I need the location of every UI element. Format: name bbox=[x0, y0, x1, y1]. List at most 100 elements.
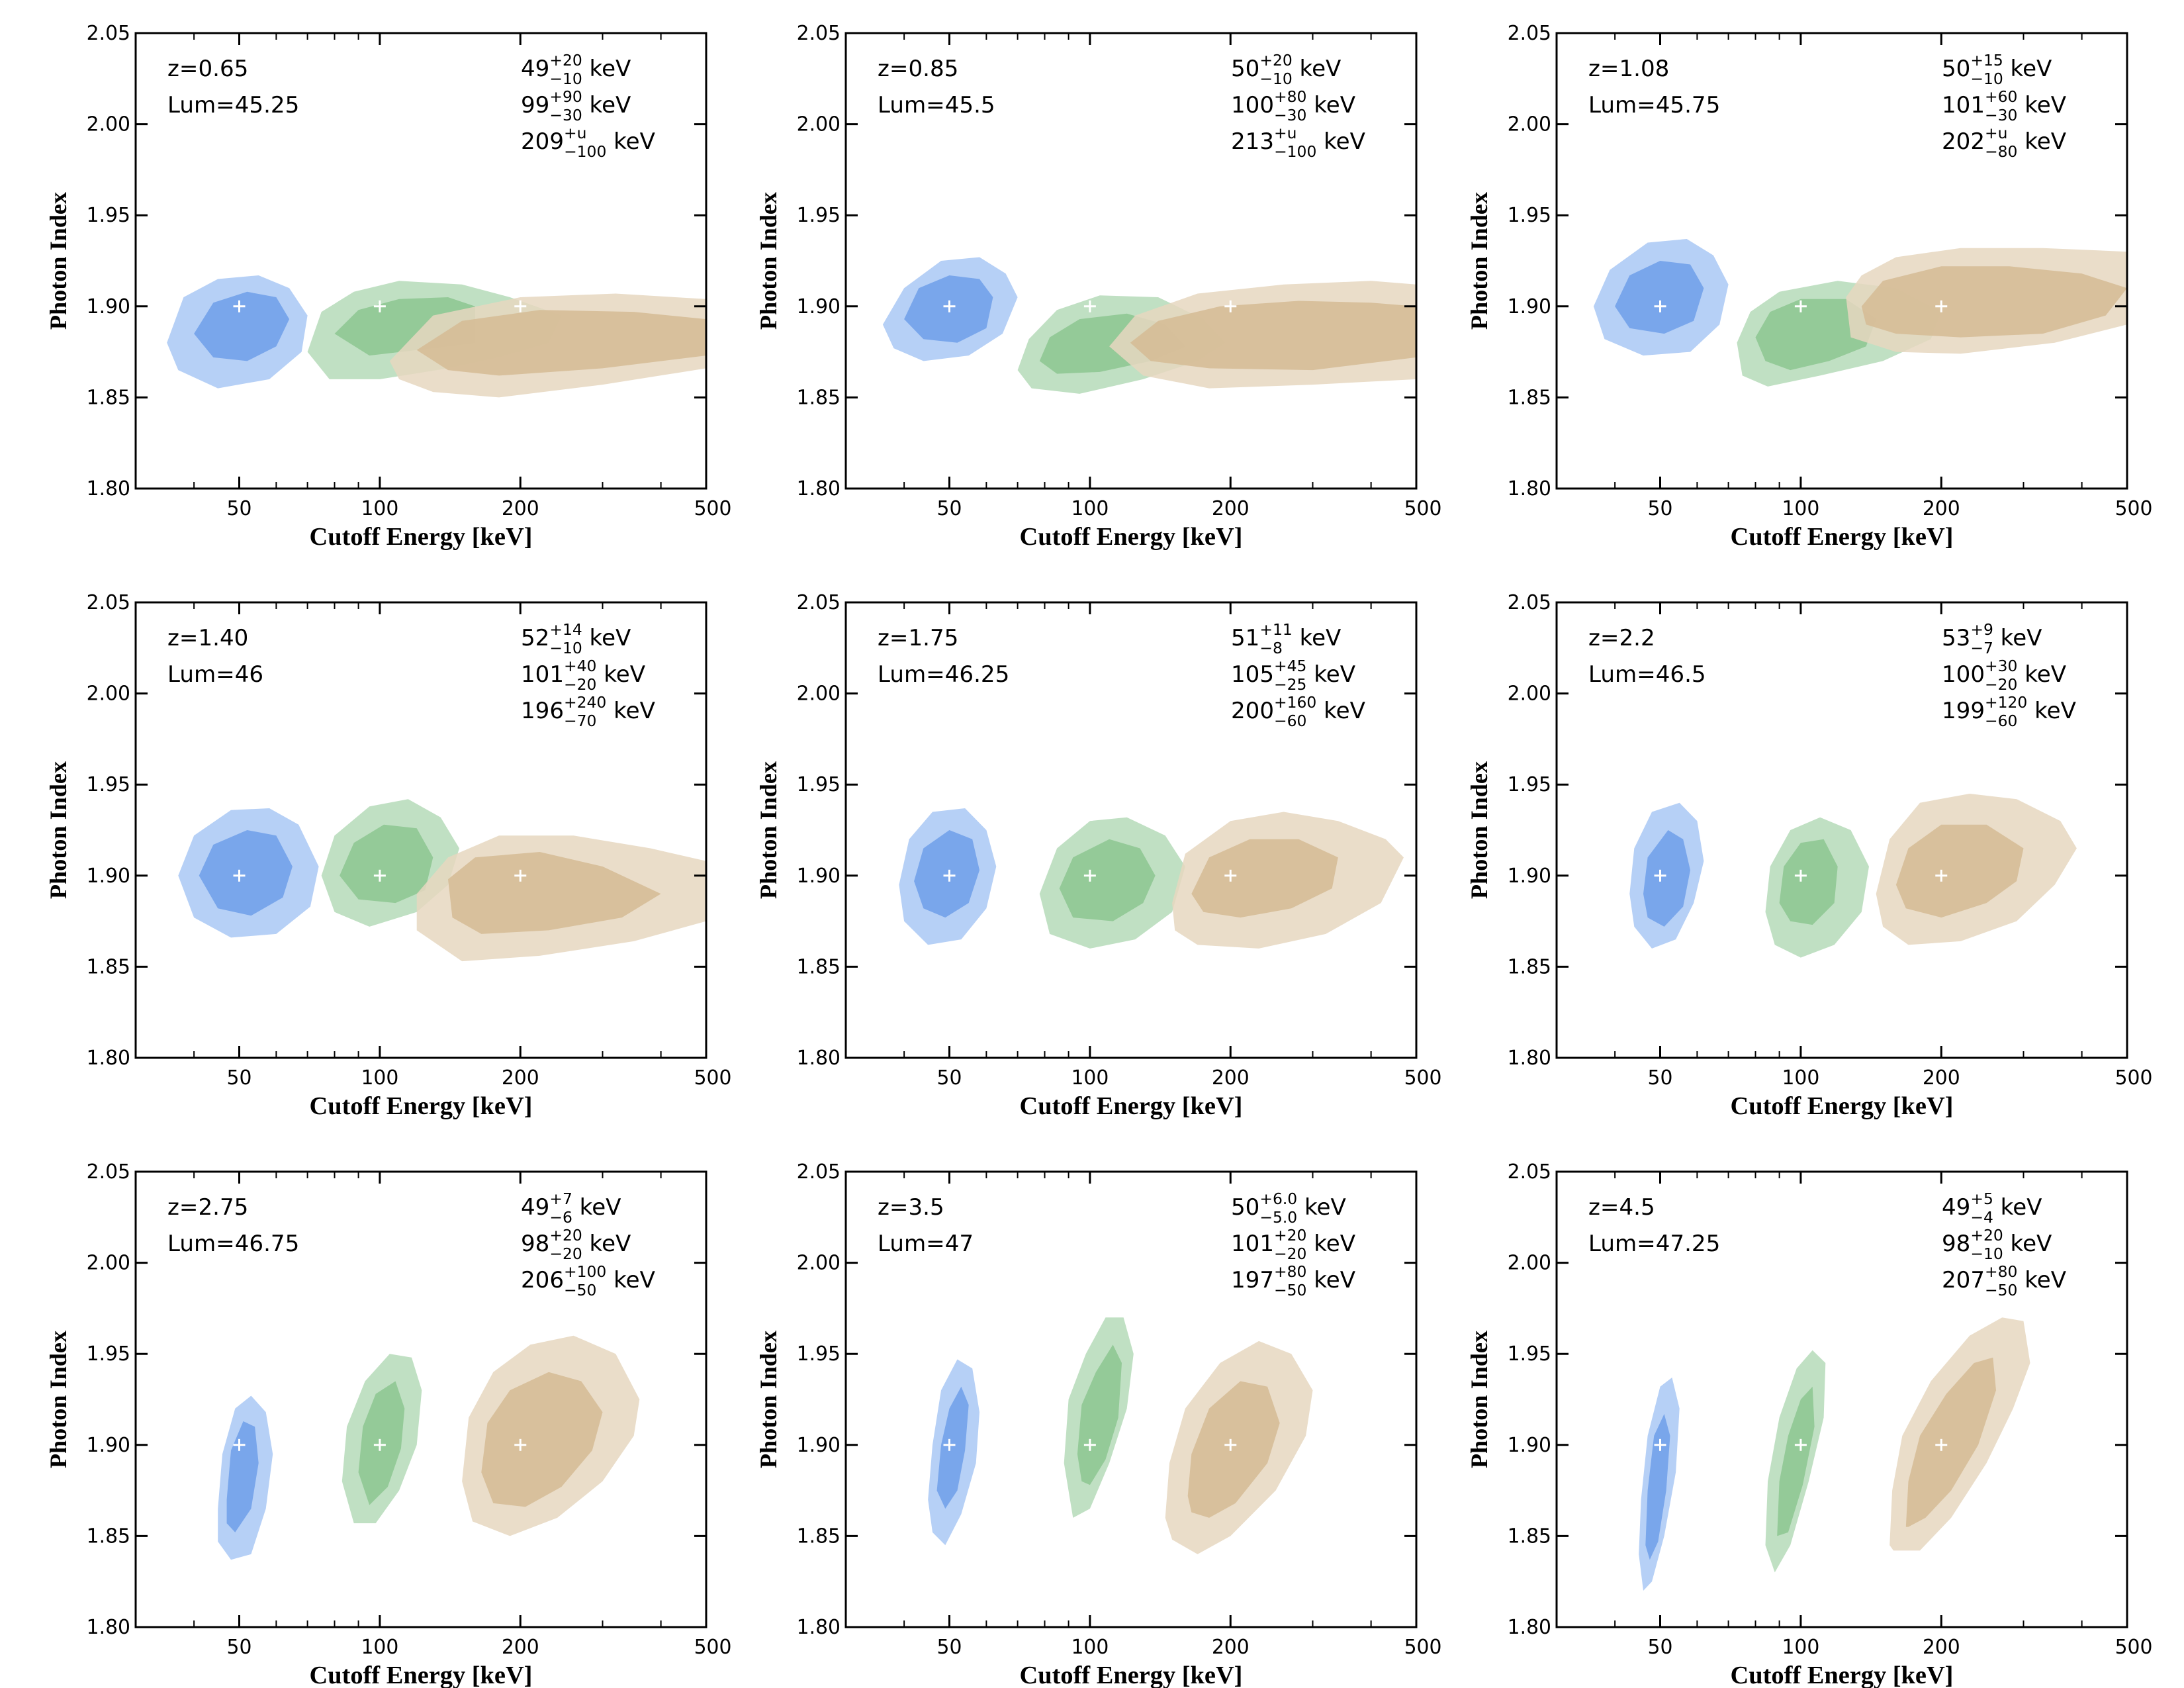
fit-upper-error: +160 bbox=[1274, 693, 1316, 712]
fit-value-1: 50+20 −10 keV bbox=[1231, 51, 1342, 88]
fit-lower-error: −100 bbox=[564, 142, 606, 161]
axes-frame bbox=[134, 601, 707, 1059]
y-axis-title: Photon Index bbox=[755, 1331, 782, 1468]
axes-frame bbox=[844, 601, 1418, 1059]
fit-base: 209 bbox=[521, 128, 564, 155]
y-axis-title: Photon Index bbox=[1466, 1331, 1492, 1468]
fit-base: 202 bbox=[1942, 128, 1985, 155]
green-true-value-marker bbox=[373, 1438, 386, 1451]
fit-value-3: 200+160 −60 keV bbox=[1231, 693, 1366, 730]
fit-lower-error: −50 bbox=[1985, 1281, 2017, 1299]
x-tick-label: 200 bbox=[1212, 497, 1250, 520]
x-tick-label: 50 bbox=[227, 1636, 252, 1659]
fit-unit: keV bbox=[1993, 625, 2042, 651]
fit-lower-error: −4 bbox=[1970, 1208, 1993, 1227]
redshift-label: z=0.85 bbox=[878, 56, 958, 82]
blue-true-value-marker bbox=[943, 1438, 956, 1451]
y-tick-label: 1.80 bbox=[797, 477, 841, 500]
y-tick-label: 1.95 bbox=[1508, 1342, 1551, 1366]
fit-upper-error: +120 bbox=[1985, 693, 2027, 712]
y-tick-label: 1.85 bbox=[87, 1524, 130, 1548]
y-tick-label: 1.90 bbox=[1508, 865, 1551, 888]
fit-upper-error: +45 bbox=[1274, 657, 1306, 675]
fit-value-3: 197+80 −50 keV bbox=[1231, 1262, 1356, 1299]
fit-unit: keV bbox=[596, 661, 645, 688]
x-tick-label: 100 bbox=[1071, 1636, 1109, 1659]
redshift-label: z=4.5 bbox=[1588, 1194, 1655, 1221]
fit-unit: keV bbox=[1293, 625, 1342, 651]
fit-base: 100 bbox=[1942, 661, 1985, 688]
y-tick-label: 1.90 bbox=[87, 295, 130, 318]
y-tick-label: 1.95 bbox=[797, 1342, 841, 1366]
fit-value-1: 50+15 −10 keV bbox=[1942, 51, 2052, 88]
blue-true-value-marker bbox=[1654, 869, 1666, 882]
y-tick-label: 1.90 bbox=[1508, 1434, 1551, 1457]
y-tick-label: 1.95 bbox=[797, 773, 841, 796]
luminosity-label: Lum=46.75 bbox=[167, 1231, 299, 1257]
fit-value-3: 196+240 −70 keV bbox=[521, 693, 656, 730]
tan-true-value-marker bbox=[1224, 869, 1237, 882]
y-tick-label: 2.00 bbox=[797, 1252, 841, 1275]
fit-lower-error: −50 bbox=[564, 1281, 596, 1299]
fit-value-3: 199+120 −60 keV bbox=[1942, 693, 2077, 730]
tan-contour-inner bbox=[416, 310, 706, 376]
y-tick-label: 1.85 bbox=[1508, 386, 1551, 409]
fit-base: 53 bbox=[1942, 625, 1970, 651]
tan-contour-inner bbox=[1191, 839, 1338, 918]
fit-base: 98 bbox=[1942, 1231, 1970, 1257]
blue-true-value-marker bbox=[233, 300, 246, 312]
fit-lower-error: −100 bbox=[1274, 142, 1316, 161]
x-tick-label: 50 bbox=[937, 497, 962, 520]
fit-unit: keV bbox=[1993, 1194, 2042, 1221]
axes-frame bbox=[1555, 1170, 2128, 1628]
fit-lower-error: −30 bbox=[1985, 106, 2017, 124]
fit-lower-error: −6 bbox=[549, 1208, 572, 1227]
tan-contour-inner bbox=[448, 852, 661, 934]
x-tick-label: 500 bbox=[694, 497, 732, 520]
contours bbox=[928, 1317, 1313, 1554]
fit-lower-error: −5.0 bbox=[1259, 1208, 1297, 1227]
fit-value-1: 53+9 −7 keV bbox=[1942, 620, 2042, 657]
y-tick-label: 1.85 bbox=[87, 386, 130, 409]
fit-value-3: 207+80 −50 keV bbox=[1942, 1262, 2067, 1299]
x-tick-label: 200 bbox=[1212, 1066, 1250, 1090]
y-tick-label: 1.85 bbox=[1508, 1524, 1551, 1548]
tan-true-value-marker bbox=[514, 300, 527, 312]
x-tick-label: 200 bbox=[502, 497, 539, 520]
fit-upper-error: +15 bbox=[1970, 51, 2003, 70]
fit-lower-error: −20 bbox=[549, 1244, 582, 1263]
axes-frame bbox=[1555, 32, 2128, 490]
y-tick-label: 2.00 bbox=[797, 113, 841, 136]
fit-upper-error: +u bbox=[564, 124, 586, 142]
green-true-value-marker bbox=[1794, 1438, 1807, 1451]
fit-base: 52 bbox=[521, 625, 549, 651]
x-tick-label: 200 bbox=[1923, 497, 1960, 520]
tan-true-value-marker bbox=[514, 1438, 527, 1451]
fit-value-1: 49+7 −6 keV bbox=[521, 1190, 621, 1227]
tan-true-value-marker bbox=[1935, 869, 1948, 882]
y-tick-label: 2.05 bbox=[87, 22, 130, 45]
panel-z=1.75: 1.80 1.85 1.90 1.95 2.00 2.05 50 100 200 500 Cutof… bbox=[755, 591, 1441, 1120]
axes-frame bbox=[844, 32, 1418, 490]
green-contour-inner bbox=[1755, 299, 1876, 371]
fit-value-2: 98+20 −20 keV bbox=[521, 1226, 631, 1263]
fit-lower-error: −20 bbox=[564, 675, 596, 694]
x-axis-title: Cutoff Energy [keV] bbox=[310, 523, 533, 551]
fit-lower-error: −50 bbox=[1274, 1281, 1306, 1299]
x-axis-title: Cutoff Energy [keV] bbox=[310, 1092, 533, 1120]
y-tick-label: 1.95 bbox=[87, 204, 130, 227]
panel-z=0.85: 1.80 1.85 1.90 1.95 2.00 2.05 50 100 200 500 Cutof… bbox=[755, 22, 1441, 551]
fit-value-2: 100+30 −20 keV bbox=[1942, 657, 2067, 694]
fit-base: 49 bbox=[521, 56, 549, 82]
fit-upper-error: +9 bbox=[1970, 620, 1993, 639]
panel-z=1.08: 1.80 1.85 1.90 1.95 2.00 2.05 50 100 200 500 Cutof… bbox=[1466, 22, 2152, 551]
blue-true-value-marker bbox=[1654, 1438, 1666, 1451]
contours bbox=[1639, 1317, 2030, 1591]
y-tick-label: 1.80 bbox=[797, 1047, 841, 1070]
x-tick-label: 100 bbox=[1071, 497, 1109, 520]
blue-true-value-marker bbox=[943, 300, 956, 312]
redshift-label: z=1.75 bbox=[878, 625, 958, 651]
fit-value-3: 202+u −80 keV bbox=[1942, 124, 2067, 161]
luminosity-label: Lum=46.25 bbox=[878, 661, 1009, 688]
tan-true-value-marker bbox=[1935, 1438, 1948, 1451]
